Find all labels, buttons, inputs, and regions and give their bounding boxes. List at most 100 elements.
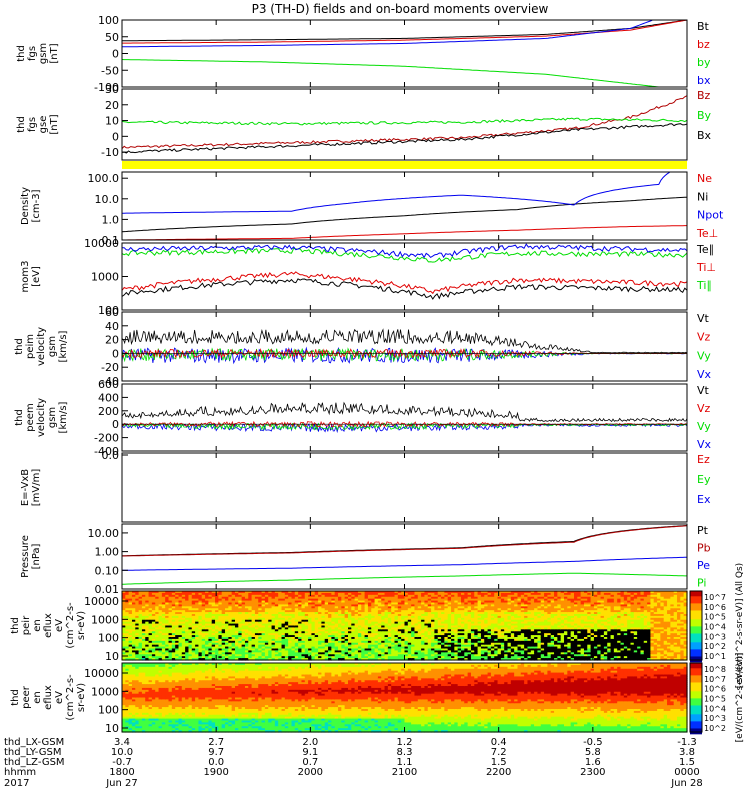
spec-cell bbox=[357, 606, 362, 609]
spec-cell bbox=[264, 629, 269, 632]
spec-cell bbox=[228, 608, 233, 611]
spec-cell bbox=[437, 598, 442, 602]
spec-cell bbox=[357, 646, 362, 650]
spec-cell bbox=[500, 635, 505, 638]
spec-cell bbox=[318, 596, 323, 600]
spec-cell bbox=[248, 640, 253, 644]
spec-cell bbox=[537, 646, 542, 650]
spec-cell bbox=[188, 608, 193, 611]
spec-cell bbox=[288, 604, 293, 607]
spec-cell bbox=[547, 612, 552, 615]
spec-cell bbox=[274, 600, 279, 604]
spec-cell bbox=[357, 644, 362, 648]
spec-cell bbox=[122, 604, 126, 607]
spec-cell bbox=[361, 602, 366, 606]
spec-cell bbox=[510, 629, 515, 632]
spec-cell bbox=[141, 635, 146, 638]
spec-cell bbox=[504, 635, 509, 638]
spec-cell bbox=[178, 615, 183, 619]
spec-cell bbox=[351, 591, 356, 594]
spec-cell bbox=[318, 635, 323, 638]
spec-cell bbox=[474, 606, 479, 609]
spec-cell bbox=[158, 646, 163, 650]
spec-cell bbox=[341, 615, 346, 619]
spec-cell bbox=[128, 610, 133, 613]
spec-cell bbox=[328, 615, 332, 619]
spec-cell bbox=[544, 625, 549, 629]
spec-cell bbox=[254, 623, 259, 627]
spec-cell bbox=[451, 606, 455, 609]
spec-cell bbox=[141, 600, 146, 604]
spec-cell bbox=[540, 612, 545, 615]
spec-cell bbox=[291, 656, 296, 659]
spec-cell bbox=[514, 646, 519, 650]
spec-cell bbox=[244, 638, 249, 642]
spec-cell bbox=[377, 596, 382, 600]
spec-cell bbox=[138, 614, 143, 617]
y-tick-label: 0.01 bbox=[95, 583, 120, 596]
spec-cell bbox=[338, 640, 342, 644]
spec-cell bbox=[354, 638, 359, 642]
spec-cell bbox=[384, 592, 389, 596]
spec-cell bbox=[244, 621, 249, 625]
spec-cell bbox=[168, 644, 173, 648]
spec-cell bbox=[135, 654, 140, 657]
spec-cell bbox=[534, 644, 539, 648]
spec-cell bbox=[211, 596, 216, 600]
spec-cell bbox=[308, 637, 313, 640]
spec-cell bbox=[371, 631, 376, 634]
spec-cell bbox=[195, 658, 200, 661]
spec-cell bbox=[377, 598, 382, 602]
spec-cell bbox=[477, 631, 482, 634]
spec-cell bbox=[404, 652, 409, 655]
spec-cell bbox=[334, 608, 339, 611]
spec-cell bbox=[547, 631, 552, 634]
spec-cell bbox=[530, 627, 535, 630]
spec-cell bbox=[231, 596, 236, 600]
spec-cell bbox=[188, 638, 193, 642]
spec-cell bbox=[235, 637, 239, 640]
spec-cell bbox=[554, 627, 558, 630]
spec-cell bbox=[487, 617, 492, 621]
spec-cell bbox=[427, 656, 432, 659]
spec-cell bbox=[424, 612, 429, 615]
spec-cell bbox=[334, 652, 339, 655]
spec-cell bbox=[470, 614, 475, 617]
spec-cell bbox=[411, 656, 416, 659]
spec-cell bbox=[195, 652, 200, 655]
spec-cell bbox=[504, 658, 509, 661]
spec-cell bbox=[178, 617, 183, 621]
spec-cell bbox=[205, 623, 210, 627]
spec-cell bbox=[394, 635, 399, 638]
spec-cell bbox=[451, 635, 455, 638]
spec-cell bbox=[454, 648, 459, 652]
spec-cell bbox=[248, 623, 253, 627]
spec-cell bbox=[231, 602, 236, 606]
spec-cell bbox=[441, 642, 445, 646]
spec-cell bbox=[151, 594, 156, 598]
spec-cell bbox=[311, 644, 316, 648]
spec-cell bbox=[161, 640, 166, 644]
spec-cell bbox=[141, 604, 146, 607]
spec-cell bbox=[431, 617, 436, 621]
spec-cell bbox=[421, 629, 426, 632]
spec-cell bbox=[284, 596, 289, 600]
spec-cell bbox=[158, 623, 163, 627]
spec-cell bbox=[221, 608, 226, 611]
spec-cell bbox=[477, 627, 482, 630]
spec-cell bbox=[178, 625, 183, 629]
spec-cell bbox=[125, 600, 130, 604]
spec-cell bbox=[128, 598, 133, 602]
spec-cell bbox=[161, 591, 166, 594]
spec-cell bbox=[407, 592, 412, 596]
spec-cell bbox=[228, 596, 233, 600]
spec-cell bbox=[271, 615, 276, 619]
spec-cell bbox=[311, 631, 316, 634]
spec-cell bbox=[494, 604, 499, 607]
spec-cell bbox=[135, 644, 140, 648]
spec-cell bbox=[417, 591, 422, 594]
spec-cell bbox=[238, 652, 243, 655]
spec-cell bbox=[321, 638, 326, 642]
spec-cell bbox=[441, 623, 445, 627]
